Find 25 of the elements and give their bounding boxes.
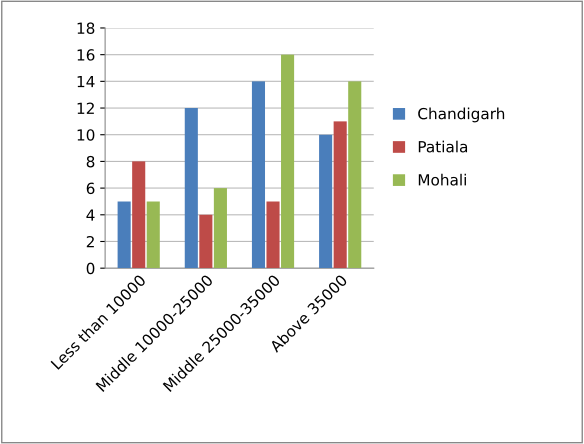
y-tick-label: 18 <box>78 22 94 34</box>
y-tick-label: 6 <box>86 182 94 194</box>
bar <box>334 121 347 268</box>
y-tick-label: 12 <box>78 102 94 114</box>
y-tick-label: 10 <box>78 129 94 141</box>
legend-label: Chandigarh <box>418 108 504 122</box>
y-tick-label: 8 <box>86 156 94 168</box>
bar <box>184 108 198 268</box>
bar <box>199 214 212 268</box>
bar <box>146 201 160 268</box>
y-tick-label: 16 <box>78 49 94 61</box>
y-tick-label: 0 <box>86 262 94 274</box>
y-tick-label: 14 <box>78 76 95 88</box>
legend-label: Patiala <box>418 140 468 153</box>
bar <box>348 81 362 268</box>
y-tick-label: 2 <box>86 236 94 248</box>
bar <box>132 161 146 268</box>
legend-label: Mohali <box>418 174 466 186</box>
bar <box>266 201 280 268</box>
y-tick-label: 4 <box>86 209 95 221</box>
bar <box>118 201 131 268</box>
bar <box>214 188 227 268</box>
bar <box>252 81 266 268</box>
bar <box>281 54 294 268</box>
bar <box>319 134 332 268</box>
